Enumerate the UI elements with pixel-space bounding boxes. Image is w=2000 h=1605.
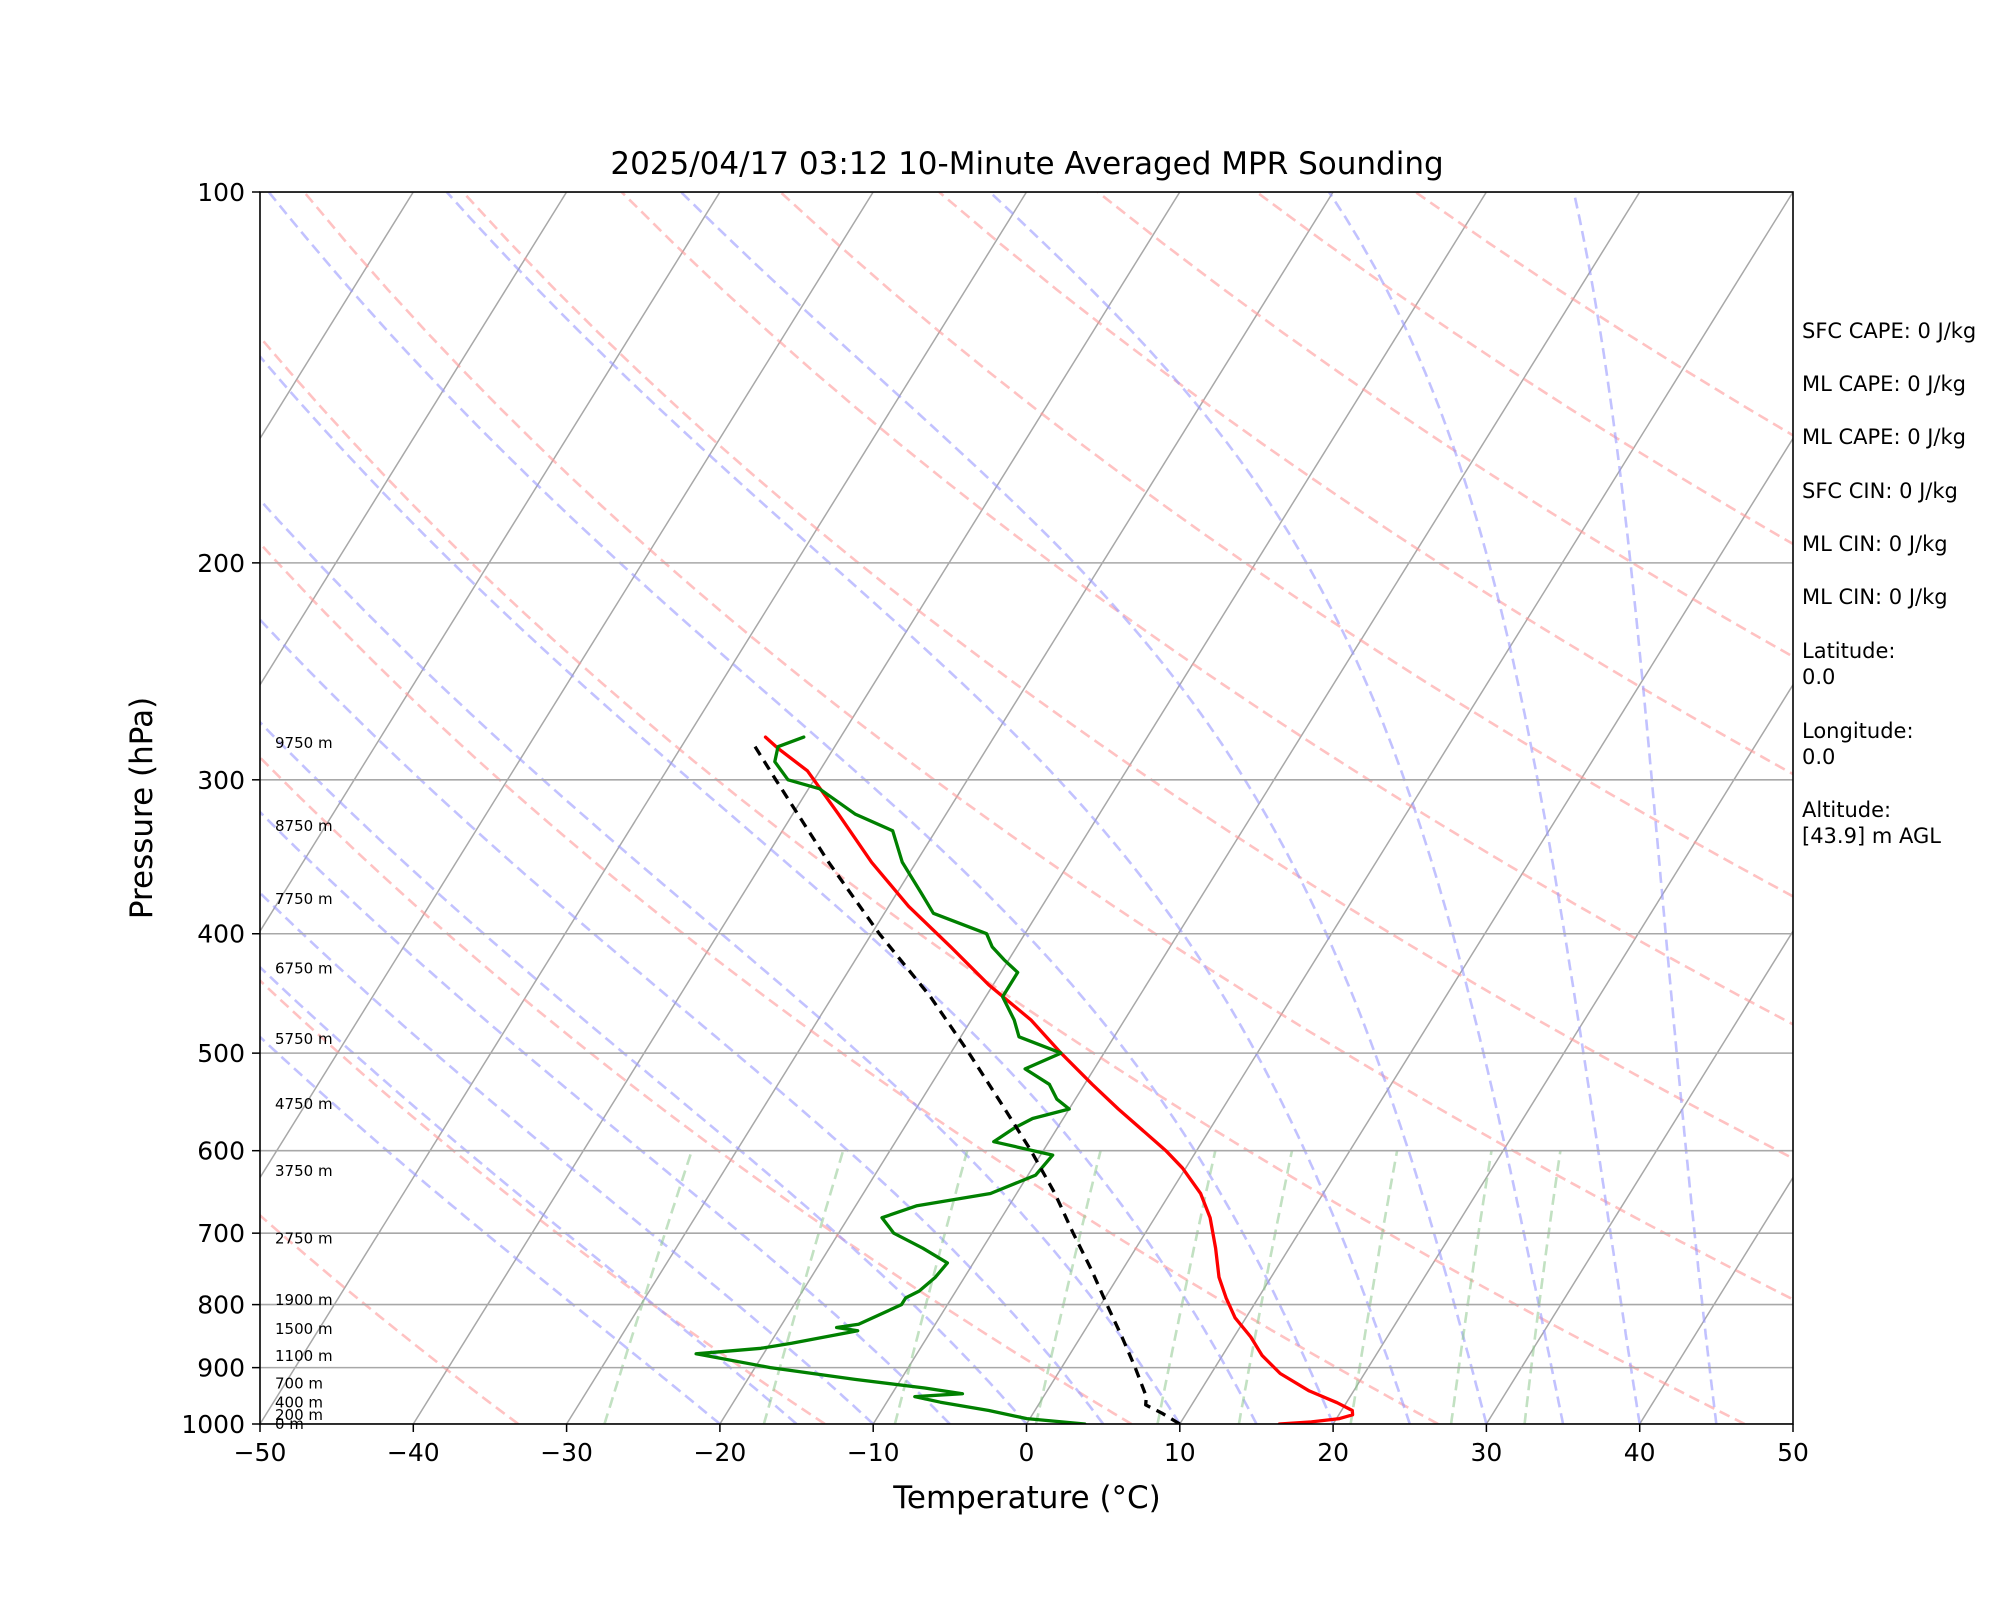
info-panel-entry: ML CAPE: 0 J/kg	[1802, 372, 1966, 396]
y-tick-label: 300	[197, 766, 245, 795]
x-tick-label: −10	[847, 1438, 900, 1467]
height-label: 2750 m	[275, 1229, 333, 1247]
x-tick-label: −40	[387, 1438, 440, 1467]
height-label: 700 m	[275, 1374, 323, 1392]
y-axis-label: Pressure (hPa)	[124, 697, 160, 919]
y-tick-label: 500	[197, 1039, 245, 1068]
x-tick-label: 30	[1470, 1438, 1502, 1467]
x-tick-label: 0	[1019, 1438, 1035, 1467]
y-tick-label: 400	[197, 920, 245, 949]
height-label: 1900 m	[275, 1291, 333, 1309]
x-tick-label: −50	[234, 1438, 287, 1467]
x-tick-label: −20	[694, 1438, 747, 1467]
x-tick-label: 40	[1624, 1438, 1656, 1467]
x-tick-label: 10	[1164, 1438, 1196, 1467]
y-tick-label: 1000	[181, 1410, 245, 1439]
height-label: 0 m	[275, 1415, 304, 1433]
chart-title: 2025/04/17 03:12 10-Minute Averaged MPR …	[610, 146, 1443, 182]
height-label: 1500 m	[275, 1320, 333, 1338]
height-label: 5750 m	[275, 1030, 333, 1048]
height-label: 9750 m	[275, 734, 333, 752]
info-panel-entry: ML CIN: 0 J/kg	[1802, 585, 1948, 609]
y-tick-label: 700	[197, 1219, 245, 1248]
y-tick-label: 600	[197, 1137, 245, 1166]
y-tick-label: 800	[197, 1291, 245, 1320]
height-label: 8750 m	[275, 817, 333, 835]
height-label: 3750 m	[275, 1162, 333, 1180]
y-tick-label: 200	[197, 549, 245, 578]
height-label: 6750 m	[275, 960, 333, 978]
height-label: 4750 m	[275, 1095, 333, 1113]
y-tick-label: 900	[197, 1354, 245, 1383]
x-axis-label: Temperature (°C)	[892, 1480, 1161, 1516]
info-panel-entry: ML CIN: 0 J/kg	[1802, 532, 1948, 556]
height-label: 1100 m	[275, 1347, 333, 1365]
y-tick-label: 100	[197, 178, 245, 207]
x-tick-label: 50	[1777, 1438, 1809, 1467]
info-panel-entry: ML CAPE: 0 J/kg	[1802, 425, 1966, 449]
height-label: 7750 m	[275, 890, 333, 908]
info-panel-entry: SFC CAPE: 0 J/kg	[1802, 319, 1976, 343]
x-tick-label: −30	[540, 1438, 593, 1467]
x-tick-label: 20	[1317, 1438, 1349, 1467]
info-panel-entry: SFC CIN: 0 J/kg	[1802, 479, 1958, 503]
